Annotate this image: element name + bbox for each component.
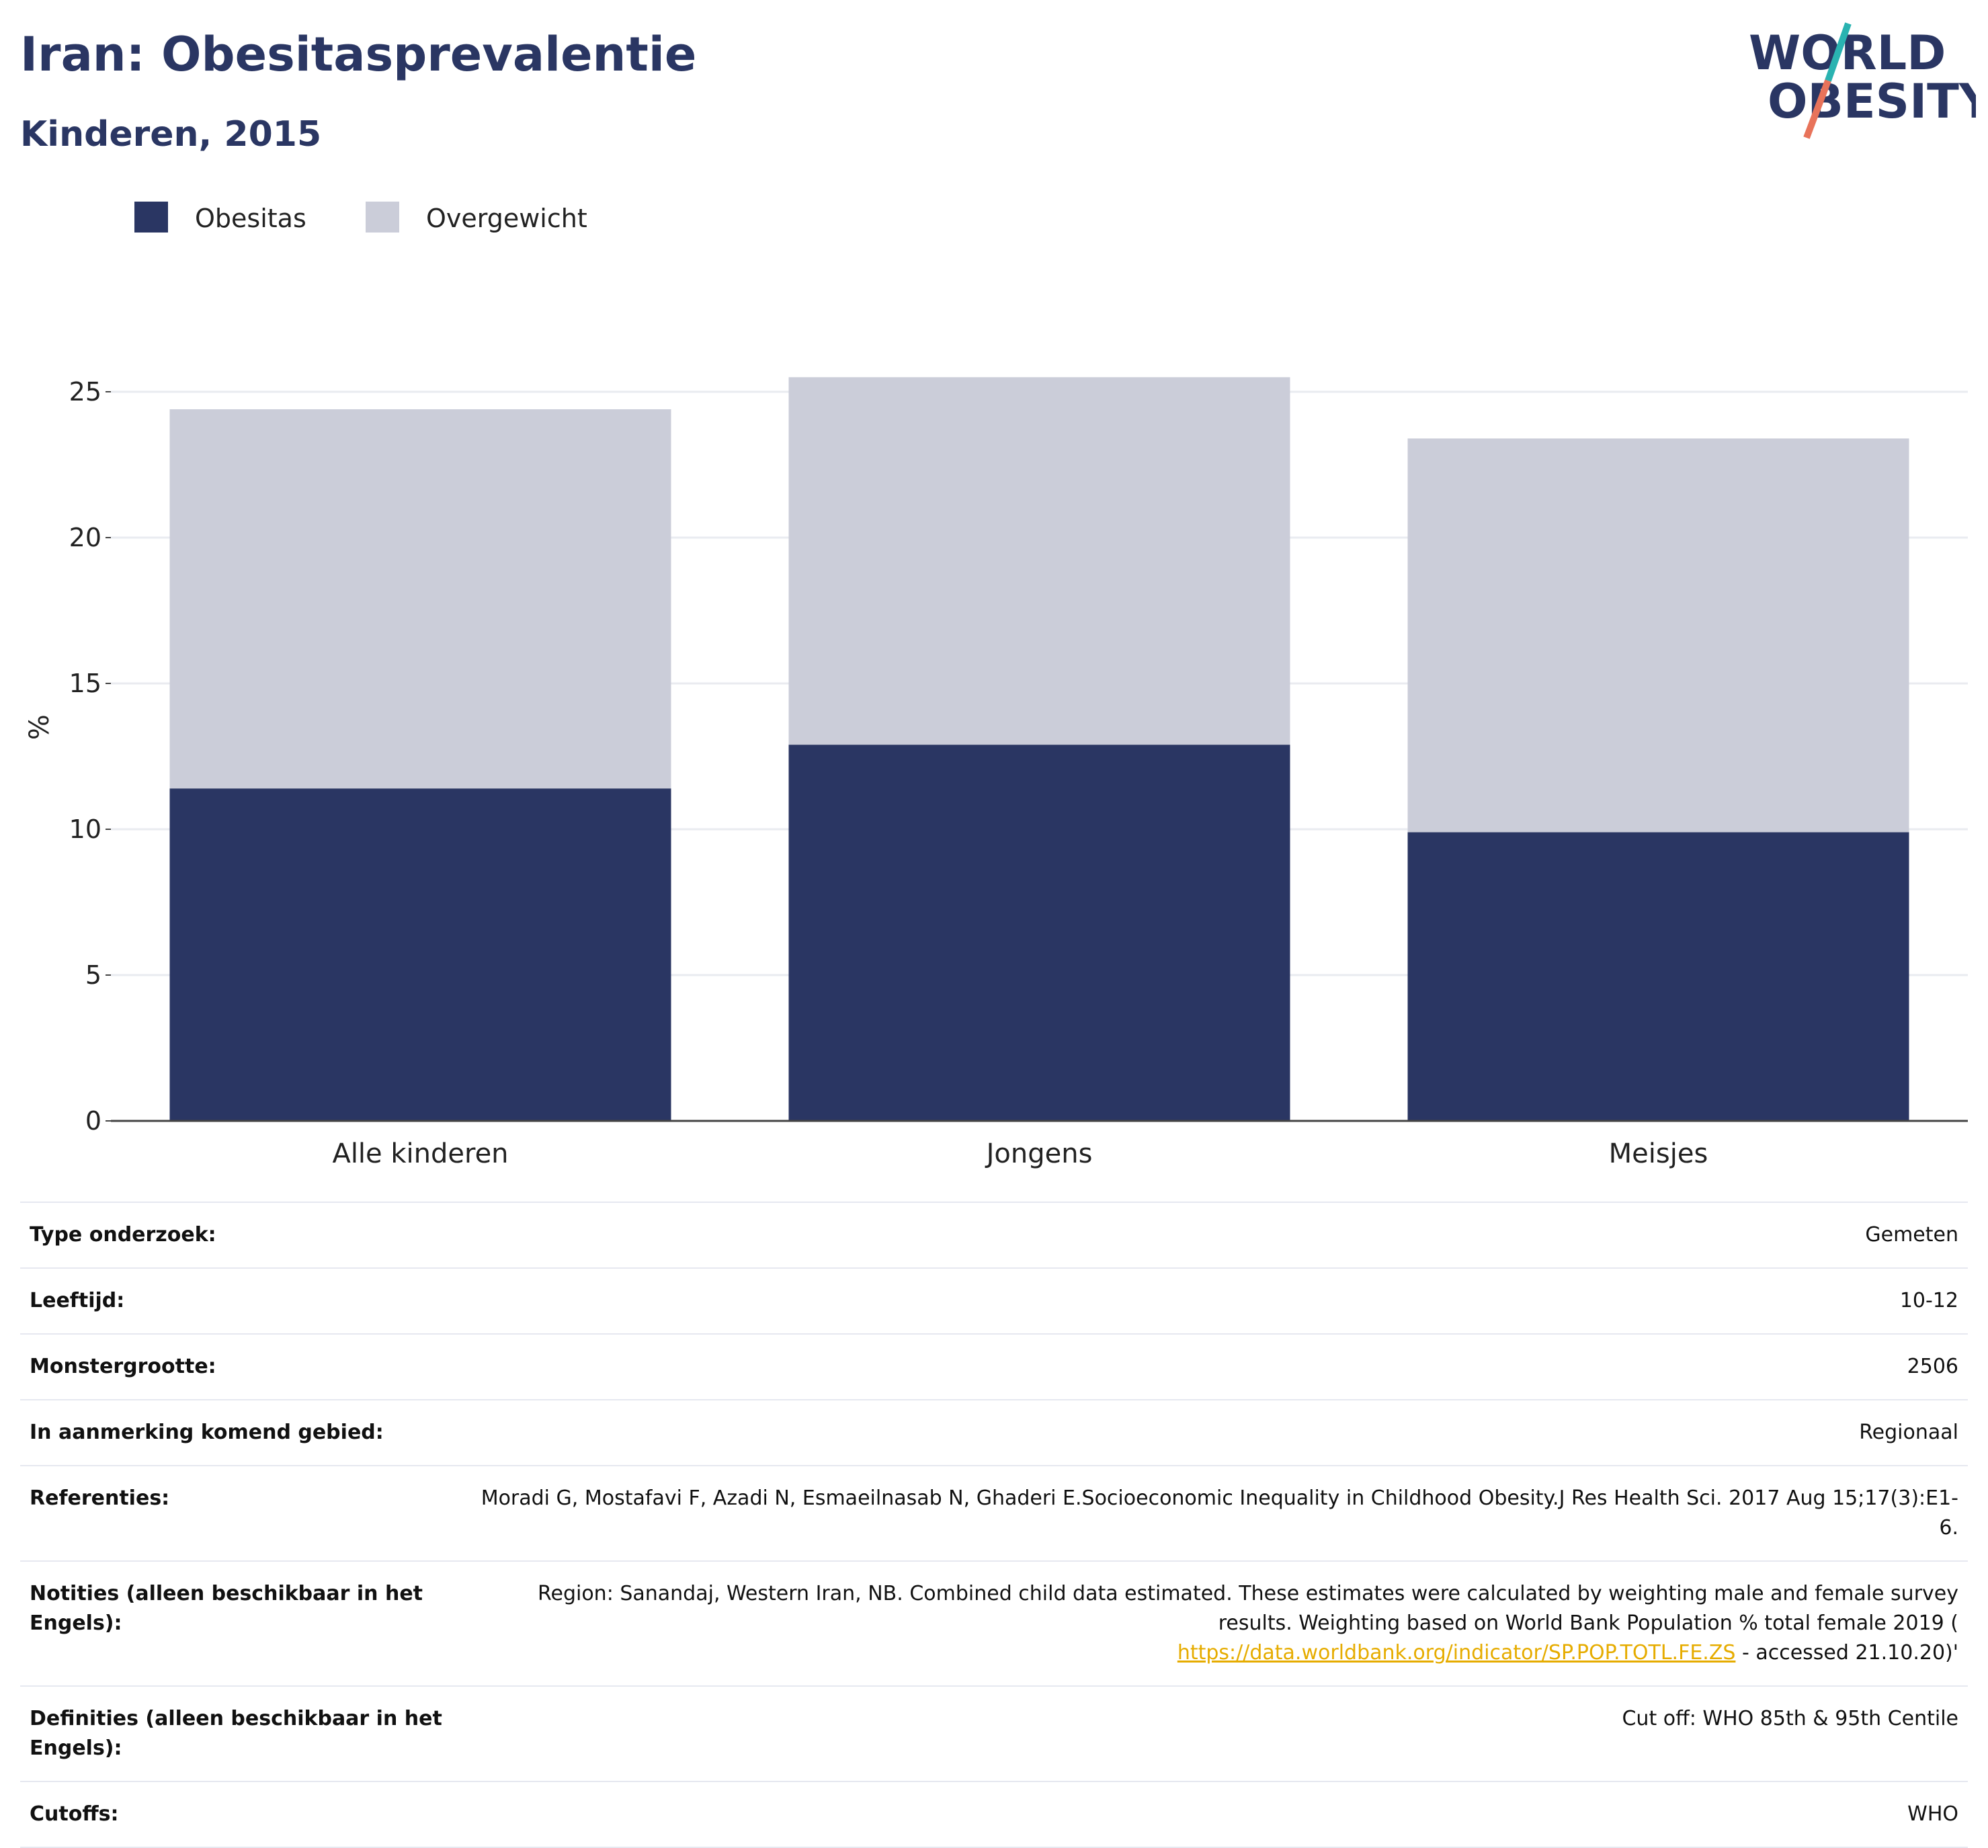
legend-swatch-0	[134, 202, 168, 233]
info-label: Definities (alleen beschikbaar in het En…	[30, 1707, 442, 1760]
info-row: Monstergrootte: 2506	[20, 1334, 1968, 1400]
logo-slash-teal	[1825, 22, 1852, 82]
info-row: Type onderzoek: Gemeten	[20, 1202, 1968, 1268]
info-row: Notities (alleen beschikbaar in het Enge…	[20, 1561, 1968, 1686]
y-tick-label-5: 5	[85, 960, 101, 990]
bar-overgewicht-2	[1407, 438, 1909, 833]
x-tick-label-0: Alle kinderen	[332, 1138, 508, 1169]
info-label: Monstergrootte:	[30, 1355, 216, 1378]
chart-axes: %	[24, 714, 1968, 1122]
logo-text-obesity: OBESITY	[1768, 74, 1976, 129]
info-value-text: Gemeten	[1865, 1223, 1958, 1247]
bar-overgewicht-1	[788, 377, 1290, 745]
y-tick-label-10: 10	[69, 814, 101, 844]
info-value: Cut off: WHO 85th & 95th Centile	[456, 1686, 1968, 1781]
info-value-text: 2506	[1907, 1355, 1958, 1378]
legend-label-0: Obesitas	[195, 204, 306, 233]
worldbank-link[interactable]: https://data.worldbank.org/indicator/SP.…	[1177, 1641, 1736, 1665]
info-value: Moradi G, Mostafavi F, Azadi N, Esmaeiln…	[456, 1466, 1968, 1561]
survey-info-table: Type onderzoek: Gemeten Leeftijd: 10-12 Mons…	[20, 1202, 1968, 1848]
x-tick-label-1: Jongens	[985, 1138, 1093, 1169]
info-row: In aanmerking komend gebied: Regionaal	[20, 1400, 1968, 1466]
info-row: Leeftijd: 10-12	[20, 1268, 1968, 1334]
info-label: Referenties:	[30, 1486, 170, 1510]
page-title: Iran: Obesitasprevalentie	[20, 27, 697, 82]
logo-slash-coral	[1803, 79, 1831, 139]
info-value-text: Moradi G, Mostafavi F, Azadi N, Esmaeiln…	[481, 1486, 1958, 1540]
bar-overgewicht-0	[169, 409, 671, 789]
info-value: 10-12	[456, 1268, 1968, 1334]
info-row: Definities (alleen beschikbaar in het En…	[20, 1686, 1968, 1781]
chart-bars: Alle kinderen Jongens Meisjes	[169, 377, 1909, 1169]
y-tick-label-25: 25	[69, 377, 101, 407]
x-tick-label-2: Meisjes	[1609, 1138, 1708, 1169]
info-value-suffix: - accessed 21.10.20)'	[1735, 1641, 1958, 1665]
info-label: Type onderzoek:	[30, 1223, 216, 1247]
info-value: Region: Sanandaj, Western Iran, NB. Comb…	[456, 1561, 1968, 1686]
info-value: Regionaal	[456, 1400, 1968, 1466]
bar-obesitas-0	[169, 788, 671, 1121]
info-value-text: WHO	[1907, 1802, 1958, 1826]
info-value: WHO	[456, 1781, 1968, 1847]
y-tick-label-15: 15	[69, 669, 101, 698]
chart-legend: Obesitas Overgewicht	[134, 202, 587, 233]
legend-swatch-1	[366, 202, 399, 233]
info-value-text: 10-12	[1899, 1289, 1958, 1312]
info-row: Cutoffs: WHO	[20, 1781, 1968, 1847]
info-label: In aanmerking komend gebied:	[30, 1421, 384, 1444]
info-label: Notities (alleen beschikbaar in het Enge…	[30, 1582, 423, 1635]
info-value: Gemeten	[456, 1202, 1968, 1268]
bar-obesitas-1	[788, 745, 1290, 1121]
y-axis-label: %	[24, 714, 55, 740]
y-tick-label-0: 0	[85, 1106, 101, 1136]
obesity-bar-chart: Obesitas Overgewicht 0 5 10 15 20 25 Alle kind…	[24, 202, 1968, 1169]
info-value-text: Regionaal	[1859, 1421, 1958, 1444]
info-value-text: Region: Sanandaj, Western Iran, NB. Comb…	[538, 1582, 1958, 1635]
info-label: Leeftijd:	[30, 1289, 125, 1312]
info-row: Referenties: Moradi G, Mostafavi F, Azadi…	[20, 1466, 1968, 1561]
bar-obesitas-2	[1407, 832, 1909, 1121]
legend-label-1: Overgewicht	[426, 204, 587, 233]
y-tick-label-20: 20	[69, 523, 101, 552]
info-value-text: Cut off: WHO 85th & 95th Centile	[1622, 1707, 1958, 1730]
world-obesity-logo[interactable]: WORLD OBESITY	[1747, 17, 1976, 144]
info-label: Cutoffs:	[30, 1802, 119, 1826]
info-value: 2506	[456, 1334, 1968, 1400]
page-subtitle: Kinderen, 2015	[20, 114, 322, 155]
